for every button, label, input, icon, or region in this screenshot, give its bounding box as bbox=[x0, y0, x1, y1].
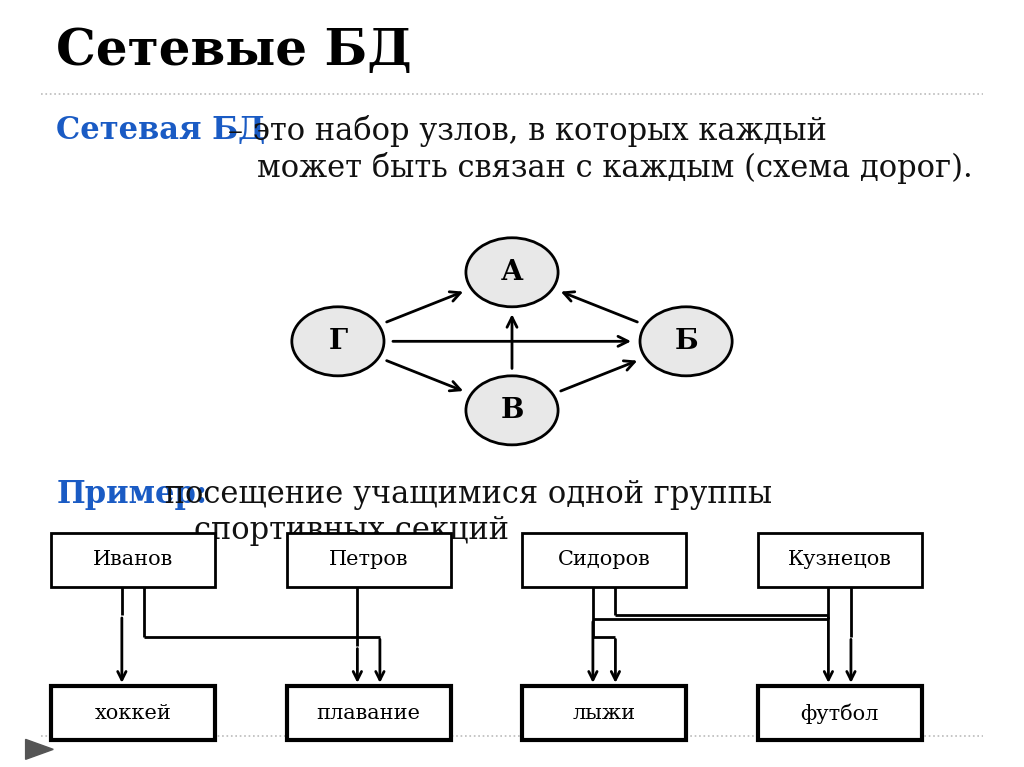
Text: посещение учащимися одной группы
    спортивных секций: посещение учащимися одной группы спортив… bbox=[155, 479, 772, 546]
Text: Сетевые БД: Сетевые БД bbox=[56, 27, 412, 76]
Circle shape bbox=[466, 238, 558, 307]
Text: В: В bbox=[501, 397, 523, 424]
Text: – это набор узлов, в которых каждый
    может быть связан с каждым (схема дорог): – это набор узлов, в которых каждый може… bbox=[218, 115, 973, 184]
Text: плавание: плавание bbox=[316, 704, 421, 723]
FancyBboxPatch shape bbox=[758, 686, 922, 740]
FancyBboxPatch shape bbox=[758, 533, 922, 587]
Circle shape bbox=[466, 376, 558, 445]
Text: Г: Г bbox=[329, 328, 347, 355]
Text: Иванов: Иванов bbox=[93, 551, 173, 569]
Text: Сетевая БД: Сетевая БД bbox=[56, 115, 265, 146]
FancyBboxPatch shape bbox=[51, 533, 215, 587]
Polygon shape bbox=[26, 739, 53, 759]
FancyBboxPatch shape bbox=[287, 686, 451, 740]
Text: хоккей: хоккей bbox=[94, 704, 172, 723]
FancyBboxPatch shape bbox=[51, 686, 215, 740]
FancyBboxPatch shape bbox=[287, 533, 451, 587]
Text: Б: Б bbox=[674, 328, 698, 355]
Text: А: А bbox=[501, 258, 523, 286]
Text: лыжи: лыжи bbox=[572, 704, 636, 723]
Text: футбол: футбол bbox=[801, 703, 879, 723]
Text: Пример:: Пример: bbox=[56, 479, 208, 510]
Circle shape bbox=[640, 307, 732, 376]
Text: Петров: Петров bbox=[329, 551, 409, 569]
Text: Кузнецов: Кузнецов bbox=[787, 551, 892, 569]
Text: Сидоров: Сидоров bbox=[558, 551, 650, 569]
FancyBboxPatch shape bbox=[522, 686, 686, 740]
Circle shape bbox=[292, 307, 384, 376]
FancyBboxPatch shape bbox=[522, 533, 686, 587]
